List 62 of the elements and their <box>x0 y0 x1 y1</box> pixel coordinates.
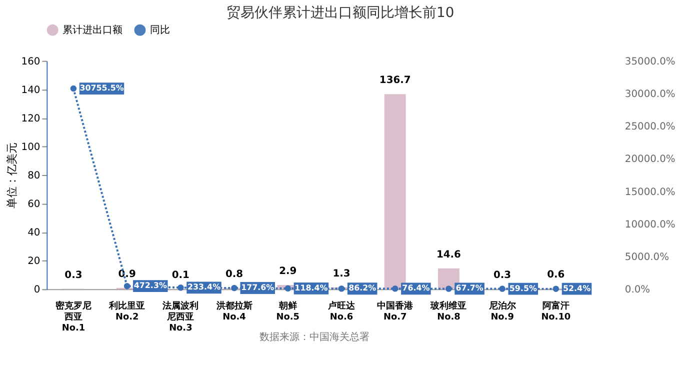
x-tick-label: 密克罗尼西亚 No.1 <box>55 300 92 334</box>
y2-tick-label: 5000.0% <box>624 252 669 264</box>
point <box>338 285 345 292</box>
y2-tick-label: 35000.0% <box>624 56 676 68</box>
data-label: 14.6 <box>436 249 462 260</box>
x-tick-label: 卢旺达 No.6 <box>326 300 356 322</box>
y2-tick-label: 20000.0% <box>624 154 676 166</box>
data-label: 0.8 <box>225 269 244 280</box>
data-label: 0.1 <box>172 270 190 282</box>
data-label: 67.7% <box>456 284 484 293</box>
data-label: 233.4% <box>187 282 221 292</box>
point <box>70 85 77 92</box>
legend-label: 累计进出口额 <box>62 24 123 36</box>
y2-tick-label: 0.0% <box>624 284 650 296</box>
x-tick-label: 朝鲜 No.5 <box>276 300 300 322</box>
point <box>392 286 398 292</box>
data-label: 30755.5% <box>80 84 124 93</box>
y-tick-label: 40 <box>28 228 40 239</box>
x-tick-label: 尼泊尔 No.9 <box>488 300 517 322</box>
data-label: 0.3 <box>494 270 512 281</box>
y-tick-label: 120 <box>21 113 40 124</box>
y-tick-label: 100 <box>21 142 40 153</box>
point <box>124 282 130 290</box>
x-tick-label: 玻利维亚 No.8 <box>430 300 467 322</box>
x-tick-label: 阿富汗 No.10 <box>541 300 571 322</box>
y2-tick-label: 25000.0% <box>624 122 676 133</box>
point <box>231 284 238 292</box>
point <box>552 286 560 292</box>
y2-tick-label: 10000.0% <box>624 219 676 230</box>
x-tick-label: 利比里亚 No.2 <box>108 300 146 322</box>
y2-tick-label: 30000.0% <box>624 88 676 100</box>
data-label: 472.3% <box>134 281 167 290</box>
data-label: 177.6% <box>241 283 274 292</box>
point <box>499 286 506 292</box>
data-label: 1.3 <box>332 268 350 280</box>
y2-tick-label: 15000.0% <box>624 186 676 198</box>
data-label: 86.2% <box>348 284 376 293</box>
point <box>446 286 452 292</box>
data-label: 2.9 <box>279 266 297 278</box>
x-tick-label: 中国香港 No.7 <box>377 300 414 322</box>
y-tick-label: 80 <box>28 170 40 182</box>
point <box>284 285 292 292</box>
chart-title: 贸易伙伴累计进出口额同比增长前10 <box>226 5 454 22</box>
y-tick-label: 20 <box>28 256 40 268</box>
x-tick-label: 洪都拉斯 No.4 <box>215 300 252 322</box>
y-tick-label: 0 <box>34 284 40 296</box>
point <box>178 284 184 291</box>
data-label: 0.3 <box>64 270 82 281</box>
y-tick-label: 160 <box>21 56 40 68</box>
data-label: 59.5% <box>509 284 537 293</box>
data-label: 0.9 <box>118 268 136 280</box>
data-label: 0.6 <box>547 269 565 280</box>
source-note: 数据来源：中国海关总署 <box>260 330 370 343</box>
data-label: 118.4% <box>294 283 328 292</box>
data-label: 52.4% <box>562 284 591 293</box>
x-tick-label: 法属波利尼西亚 No.3 <box>162 300 199 334</box>
y-axis-title: 单位：亿美元 <box>5 142 18 209</box>
legend-label: 同比 <box>150 24 170 36</box>
data-label: 76.4% <box>402 284 430 293</box>
y-tick-label: 60 <box>28 199 40 210</box>
data-label: 136.7 <box>379 75 411 86</box>
y-tick-label: 140 <box>21 84 40 96</box>
